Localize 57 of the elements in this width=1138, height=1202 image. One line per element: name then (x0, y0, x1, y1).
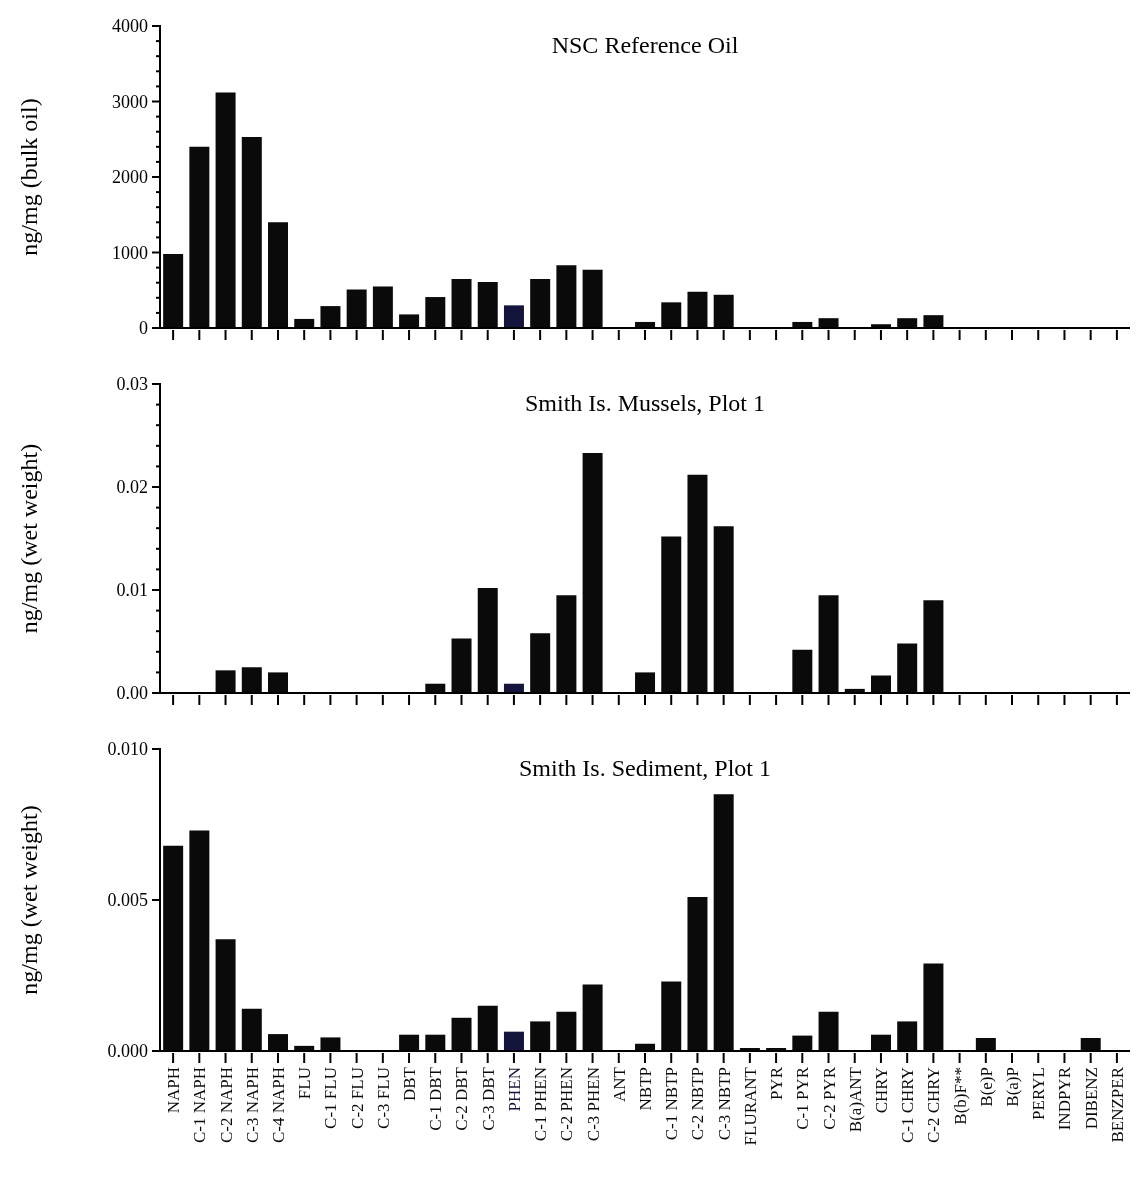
x-tick-label: C-3 PHEN (583, 1067, 603, 1142)
x-tick-label: NBTP (636, 1067, 655, 1111)
x-tick-label: C-1 DBT (426, 1066, 446, 1131)
x-tick-label: C-1 CHRY (898, 1067, 918, 1144)
y-axis-title: ng/mg (bulk oil) (15, 98, 42, 256)
x-tick-label: C-1 NAPH (190, 1067, 210, 1144)
y-tick-label: 0.005 (107, 890, 148, 910)
x-tick-label: BENZPER (1107, 1066, 1127, 1143)
x-tick-label: INDPYR (1055, 1066, 1075, 1131)
x-tick-label: PHEN (504, 1067, 524, 1112)
x-tick-label: C-3 NBTP (714, 1067, 734, 1141)
x-tick-label: ANT (609, 1066, 629, 1102)
y-tick-label: 0.01 (116, 580, 148, 600)
x-tick-label: C-3 FLU (373, 1067, 393, 1129)
x-tick-label: C-1 PHEN (531, 1067, 551, 1142)
y-tick-label: 0.010 (107, 739, 148, 759)
y-tick-label: 0.02 (116, 477, 148, 497)
x-tick-label: C-3 DBT (478, 1066, 498, 1131)
x-tick-label: NAPH (164, 1067, 184, 1114)
x-tick-label: DBT (400, 1066, 420, 1101)
y-tick-label: 4000 (112, 16, 148, 36)
y-tick-label: 0 (139, 318, 148, 338)
x-tick-label: B(b)F** (950, 1067, 970, 1125)
x-tick-label: C-2 PHEN (557, 1067, 577, 1142)
x-tick-label: C-2 NAPH (216, 1067, 236, 1144)
y-tick-label: 3000 (112, 91, 148, 112)
x-tick-label: B(e)P (976, 1067, 996, 1107)
chart-title: Smith Is. Mussels, Plot 1 (523, 390, 766, 417)
y-tick-label: 0.00 (116, 683, 148, 703)
x-tick-label: C-3 NAPH (242, 1067, 262, 1144)
y-axis-title: ng/mg (wet weight) (15, 805, 42, 995)
x-tick-label: PYR (767, 1066, 787, 1101)
x-tick-label: B(a)ANT (845, 1066, 865, 1133)
y-axis-title: ng/mg (wet weight) (15, 443, 42, 634)
x-tick-label: C-2 FLU (347, 1067, 367, 1129)
y-tick-label: 2000 (112, 167, 148, 187)
x-tick-label: CHRY (871, 1067, 891, 1114)
x-tick-label: C-2 DBT (452, 1066, 472, 1131)
x-tick-label: C-2 NBTP (688, 1067, 708, 1141)
x-tick-label: C-1 NBTP (662, 1067, 682, 1141)
x-tick-label: DIBENZ (1081, 1067, 1101, 1130)
x-tick-label: PERYL (1029, 1067, 1049, 1120)
x-tick-label: C-1 FLU (321, 1067, 341, 1129)
bar (503, 305, 524, 328)
x-tick-label: C-1 PYR (793, 1066, 813, 1130)
x-tick-label: FLURANT (740, 1066, 760, 1146)
x-tick-label: C-2 PYR (819, 1066, 839, 1130)
bar (503, 1031, 524, 1051)
y-tick-label: 0.03 (116, 374, 148, 394)
x-tick-label: B(a)P (1003, 1067, 1023, 1107)
x-tick-label: C-2 CHRY (924, 1067, 944, 1144)
x-tick-label: FLU (295, 1067, 315, 1100)
chart-title: Smith Is. Sediment, Plot 1 (518, 755, 772, 782)
chart-title: NSC Reference Oil (550, 32, 740, 59)
x-tick-label: C-4 NAPH (268, 1067, 288, 1144)
y-tick-label: 1000 (112, 242, 148, 263)
y-tick-label: 0.000 (107, 1041, 148, 1061)
